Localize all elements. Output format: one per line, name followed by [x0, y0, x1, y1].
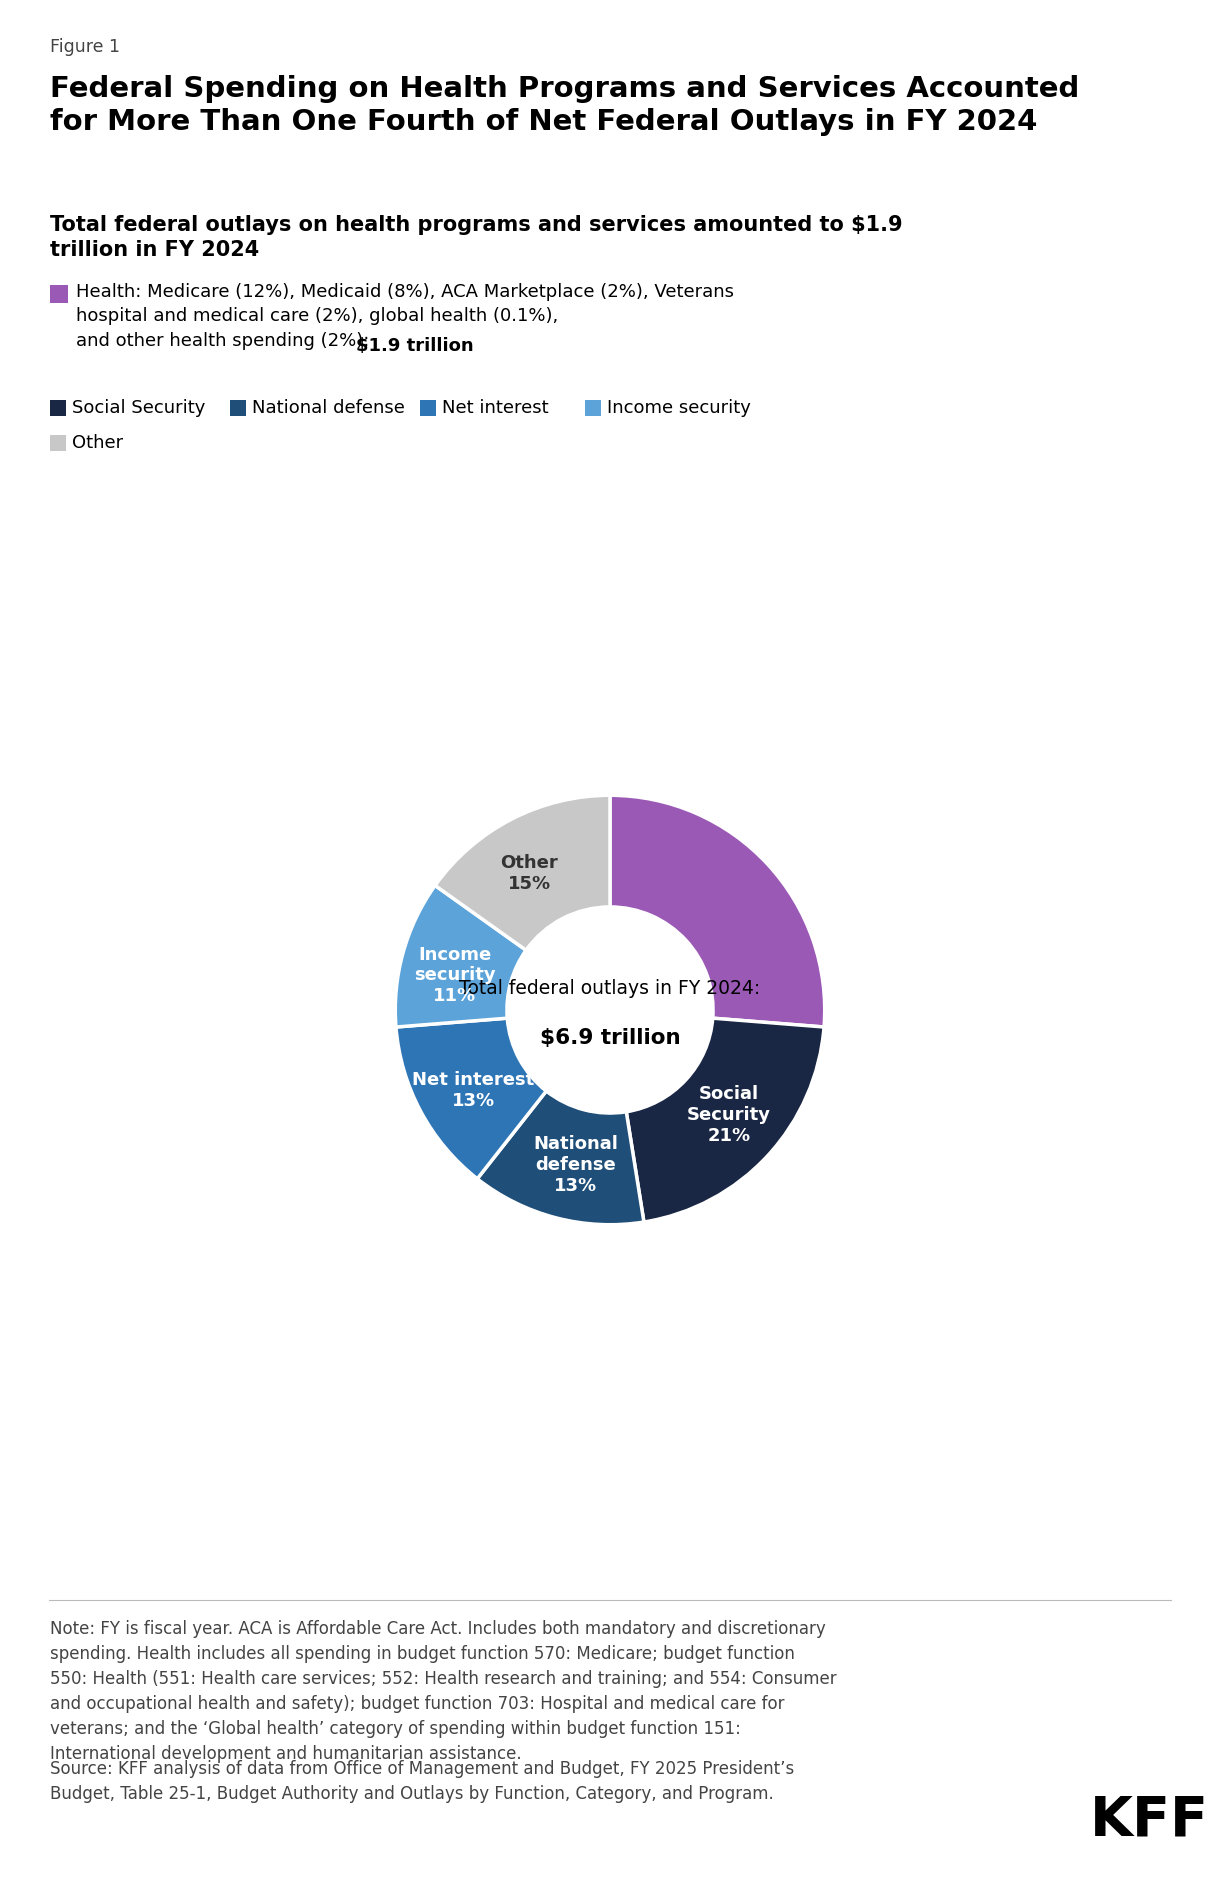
Bar	[586, 401, 601, 416]
Text: Health: Medicare (12%), Medicaid (8%), ACA Marketplace (2%), Veterans
hospital a: Health: Medicare (12%), Medicaid (8%), A…	[76, 283, 734, 350]
Wedge shape	[395, 885, 526, 1028]
Bar	[50, 285, 68, 302]
Text: KFF: KFF	[1089, 1794, 1209, 1847]
Text: National
defense
13%: National defense 13%	[533, 1136, 617, 1195]
Bar	[50, 401, 66, 416]
Wedge shape	[436, 796, 610, 950]
Text: Income security: Income security	[608, 399, 750, 416]
Text: $1.9 trillion: $1.9 trillion	[356, 336, 473, 355]
Text: Source: KFF analysis of data from Office of Management and Budget, FY 2025 Presi: Source: KFF analysis of data from Office…	[50, 1759, 794, 1803]
Bar	[231, 401, 246, 416]
Text: Total federal outlays in FY 2024:: Total federal outlays in FY 2024:	[460, 978, 760, 998]
Text: Federal Spending on Health Programs and Services Accounted
for More Than One Fou: Federal Spending on Health Programs and …	[50, 74, 1080, 137]
Bar	[420, 401, 436, 416]
Text: National defense: National defense	[253, 399, 405, 416]
Text: Social Security: Social Security	[72, 399, 205, 416]
Text: Income
security
11%: Income security 11%	[414, 946, 495, 1005]
Bar	[50, 435, 66, 450]
Wedge shape	[610, 796, 825, 1028]
Wedge shape	[477, 1091, 644, 1226]
Text: Total federal outlays on health programs and services amounted to $1.9
trillion : Total federal outlays on health programs…	[50, 215, 903, 260]
Wedge shape	[626, 1018, 824, 1222]
Text: Figure 1: Figure 1	[50, 38, 120, 55]
Text: Net interest
13%: Net interest 13%	[412, 1072, 534, 1110]
Text: Other: Other	[72, 433, 123, 452]
Text: Social
Security
21%: Social Security 21%	[687, 1085, 771, 1146]
Text: Other
15%: Other 15%	[500, 853, 558, 893]
Text: Note: FY is fiscal year. ACA is Affordable Care Act. Includes both mandatory and: Note: FY is fiscal year. ACA is Affordab…	[50, 1621, 837, 1763]
Wedge shape	[396, 1018, 547, 1178]
Text: Net interest: Net interest	[442, 399, 549, 416]
Text: $6.9 trillion: $6.9 trillion	[539, 1028, 681, 1049]
